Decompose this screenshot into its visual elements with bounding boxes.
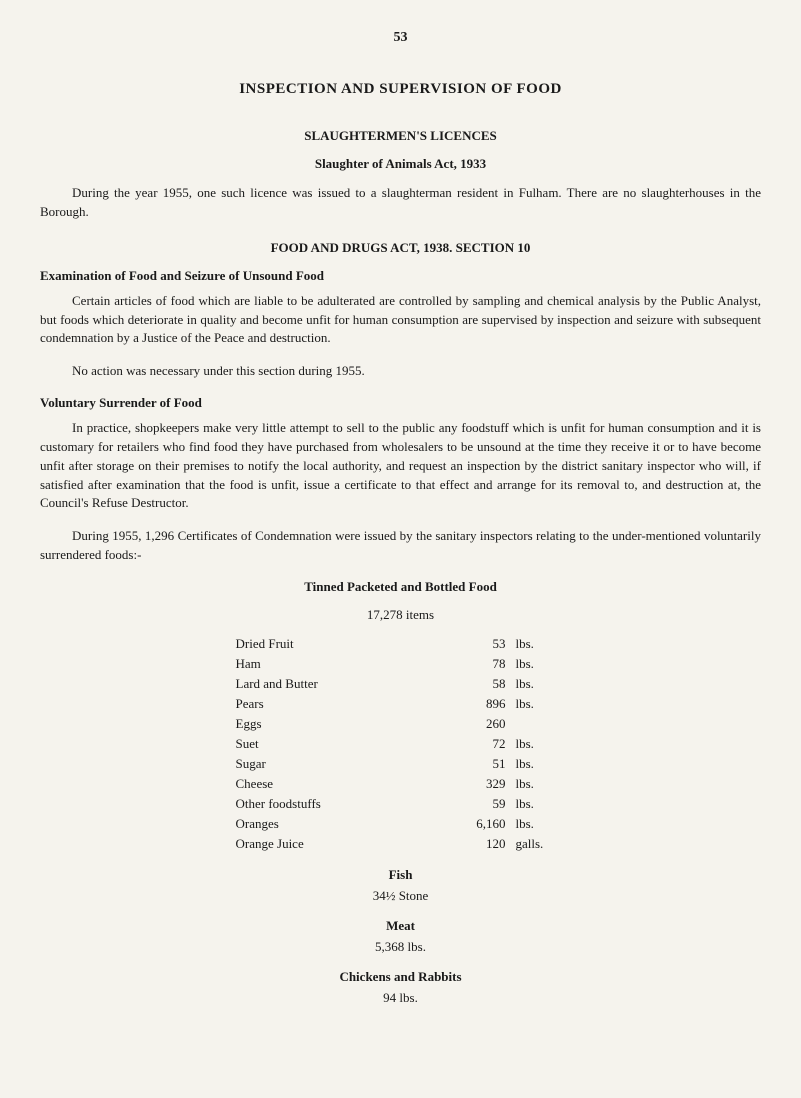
page-number: 53: [40, 30, 761, 46]
fish-heading: Fish: [40, 867, 761, 883]
item-value: 120: [442, 835, 510, 853]
item-value: 260: [442, 715, 510, 733]
item-unit: lbs.: [512, 775, 570, 793]
chickens-heading: Chickens and Rabbits: [40, 969, 761, 985]
table-row: Other foodstuffs59lbs.: [232, 795, 570, 813]
licences-paragraph: During the year 1955, one such licence w…: [40, 184, 761, 222]
item-unit: lbs.: [512, 675, 570, 693]
examination-para1: Certain articles of food which are liabl…: [40, 292, 761, 349]
item-label: Dried Fruit: [232, 635, 440, 653]
table-row: Orange Juice120galls.: [232, 835, 570, 853]
item-unit: lbs.: [512, 755, 570, 773]
item-value: 6,160: [442, 815, 510, 833]
item-label: Pears: [232, 695, 440, 713]
table-row: Cheese329lbs.: [232, 775, 570, 793]
item-unit: lbs.: [512, 655, 570, 673]
item-value: 59: [442, 795, 510, 813]
item-unit: lbs.: [512, 635, 570, 653]
item-value: 58: [442, 675, 510, 693]
table-row: Pears896lbs.: [232, 695, 570, 713]
item-label: Ham: [232, 655, 440, 673]
item-value: 78: [442, 655, 510, 673]
fish-value: 34½ Stone: [40, 888, 761, 904]
table-row: Eggs260: [232, 715, 570, 733]
item-value: 72: [442, 735, 510, 753]
tinned-count: 17,278 items: [40, 607, 761, 623]
item-unit: galls.: [512, 835, 570, 853]
item-value: 329: [442, 775, 510, 793]
chickens-value: 94 lbs.: [40, 990, 761, 1006]
food-drugs-heading: FOOD AND DRUGS ACT, 1938. SECTION 10: [40, 240, 761, 256]
table-row: Sugar51lbs.: [232, 755, 570, 773]
item-value: 896: [442, 695, 510, 713]
licences-heading: SLAUGHTERMEN'S LICENCES: [40, 128, 761, 144]
table-row: Dried Fruit53lbs.: [232, 635, 570, 653]
main-title: INSPECTION AND SUPERVISION OF FOOD: [40, 81, 761, 98]
item-unit: lbs.: [512, 735, 570, 753]
examination-para2: No action was necessary under this secti…: [40, 362, 761, 381]
item-unit: [512, 715, 570, 733]
item-label: Cheese: [232, 775, 440, 793]
item-label: Eggs: [232, 715, 440, 733]
voluntary-heading: Voluntary Surrender of Food: [40, 395, 761, 411]
item-label: Oranges: [232, 815, 440, 833]
item-unit: lbs.: [512, 695, 570, 713]
voluntary-para2: During 1955, 1,296 Certificates of Conde…: [40, 527, 761, 565]
examination-heading: Examination of Food and Seizure of Unsou…: [40, 268, 761, 284]
table-row: Oranges6,160lbs.: [232, 815, 570, 833]
meat-value: 5,368 lbs.: [40, 939, 761, 955]
table-row: Suet72lbs.: [232, 735, 570, 753]
licences-subheading: Slaughter of Animals Act, 1933: [40, 156, 761, 172]
item-label: Lard and Butter: [232, 675, 440, 693]
table-row: Lard and Butter58lbs.: [232, 675, 570, 693]
item-value: 51: [442, 755, 510, 773]
item-label: Suet: [232, 735, 440, 753]
item-unit: lbs.: [512, 795, 570, 813]
item-value: 53: [442, 635, 510, 653]
item-label: Orange Juice: [232, 835, 440, 853]
item-label: Sugar: [232, 755, 440, 773]
document-page: 53 INSPECTION AND SUPERVISION OF FOOD SL…: [0, 0, 801, 1098]
item-unit: lbs.: [512, 815, 570, 833]
item-label: Other foodstuffs: [232, 795, 440, 813]
fish-block: Fish 34½ Stone Meat 5,368 lbs. Chickens …: [40, 867, 761, 1006]
tinned-heading: Tinned Packeted and Bottled Food: [40, 579, 761, 595]
meat-heading: Meat: [40, 918, 761, 934]
table-row: Ham78lbs.: [232, 655, 570, 673]
voluntary-para1: In practice, shopkeepers make very littl…: [40, 419, 761, 513]
tinned-items-table: Dried Fruit53lbs.Ham78lbs.Lard and Butte…: [230, 633, 572, 855]
